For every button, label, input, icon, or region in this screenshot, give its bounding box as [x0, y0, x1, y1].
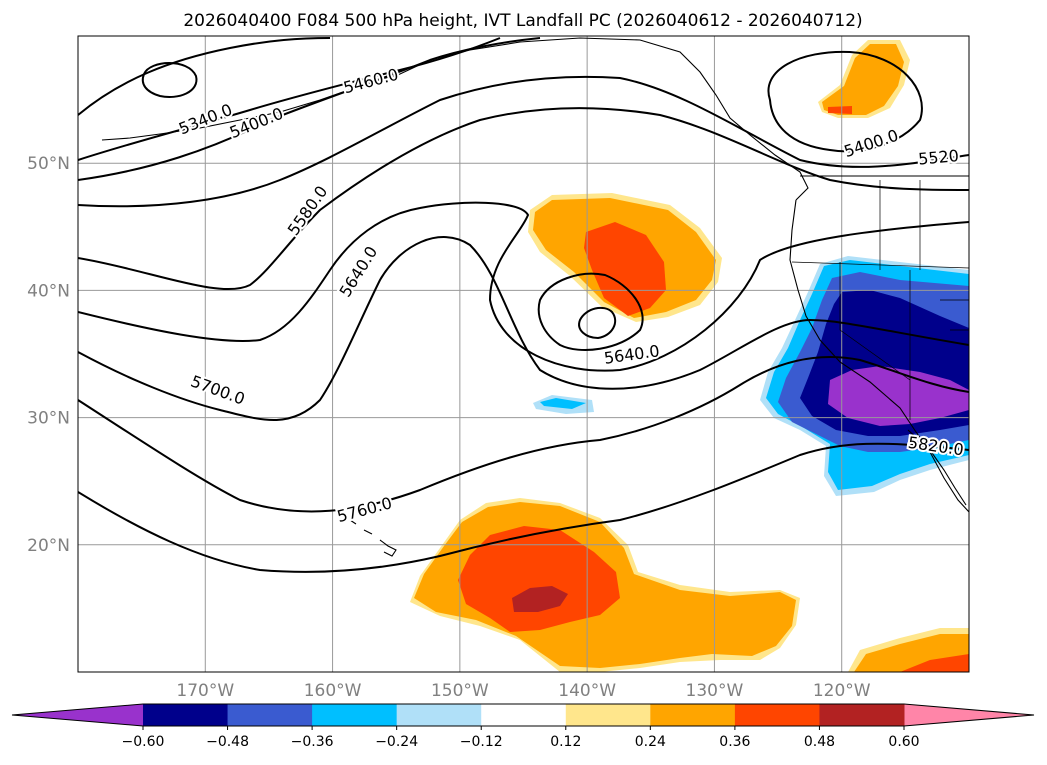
ivt-anomaly-small-patch: [533, 395, 594, 414]
map-title: 2026040400 F084 500 hPa height, IVT Land…: [183, 11, 862, 31]
lon-tick-label: 140°W: [558, 681, 616, 701]
lon-tick-label: 120°W: [813, 681, 871, 701]
colorbar-segment: [650, 704, 736, 726]
lon-tick-label: 130°W: [686, 681, 744, 701]
aleutian-islands: [101, 99, 321, 141]
colorbar-tick-label: −0.12: [460, 734, 503, 750]
contour-label-group: 5520: [915, 144, 961, 170]
colorbar-segment: [565, 704, 651, 726]
lat-tick-label: 20°N: [27, 536, 70, 556]
lon-tick-label: 170°W: [176, 681, 234, 701]
lon-tick-label: 160°W: [304, 681, 362, 701]
colorbar-extend-low: [12, 704, 143, 726]
contour-5640-inner: [537, 272, 644, 351]
colorbar-tick-label: −0.24: [375, 734, 418, 750]
colorbar-tick-label: 0.36: [719, 734, 750, 750]
colorbar-segment: [819, 704, 905, 726]
colorbar-segment: [312, 704, 398, 726]
lat-tick-label: 30°N: [27, 409, 70, 429]
colorbar-segment: [143, 704, 229, 726]
contour-5400-gulf-low: [767, 50, 923, 153]
us-state-borders: [791, 180, 969, 420]
contour-5520: [78, 75, 969, 208]
map-frame: [77, 35, 970, 673]
contour-5340: [78, 37, 331, 116]
colorbar-extend-high: [904, 704, 1034, 726]
colorbar-tick-label: 0.24: [635, 734, 666, 750]
colorbar-tick-label: −0.36: [291, 734, 334, 750]
ivt-anomaly-subtropical: [410, 498, 969, 672]
gridlines: [78, 36, 969, 672]
lat-tick-label: 50°N: [27, 154, 70, 174]
north-america-west-coast: [789, 199, 969, 513]
ivt-anomaly-gulf-of-alaska: [818, 40, 910, 118]
colorbar: −0.60 −0.48 −0.36 −0.24 −0.12 0.12 0.24 0.36 0.4…: [11, 703, 1035, 750]
colorbar-tick-label: 0.12: [550, 734, 581, 750]
contour-label: 5520: [917, 146, 959, 168]
colorbar-tick-label: −0.60: [122, 734, 165, 750]
longitude-labels: 170°W 160°W 150°W 140°W 130°W 120°W: [176, 681, 870, 701]
baja-california: [907, 429, 967, 506]
colorbar-tick-label: −0.48: [206, 734, 249, 750]
colorbar-tick-label: 0.48: [804, 734, 835, 750]
latitude-labels: 50°N 40°N 30°N 20°N: [27, 154, 70, 556]
contour-5700: [78, 236, 969, 421]
lon-tick-label: 150°W: [431, 681, 489, 701]
colorbar-tick-label: 0.60: [888, 734, 919, 750]
contour-5700-closed: [578, 306, 617, 340]
contour-5820: [78, 442, 969, 573]
colorbar-segment: [396, 704, 482, 726]
ivt-shading: [410, 40, 969, 672]
contour-5760: [78, 356, 969, 513]
contour-5580: [78, 107, 969, 291]
lat-tick-label: 40°N: [27, 281, 70, 301]
contour-5460: [78, 37, 541, 181]
ivt-anomaly-northeast-pacific: [528, 193, 722, 322]
ivt-anomaly-california: [760, 256, 969, 496]
contour-5340-closed-low: [141, 62, 198, 98]
hawaii-islands: [349, 519, 397, 557]
colorbar-segment: [481, 704, 567, 726]
height-contours: [78, 37, 969, 573]
colorbar-segment: [734, 704, 820, 726]
colorbar-segment: [227, 704, 313, 726]
contour-5400: [78, 37, 501, 161]
contour-5640-outer: [78, 201, 969, 372]
